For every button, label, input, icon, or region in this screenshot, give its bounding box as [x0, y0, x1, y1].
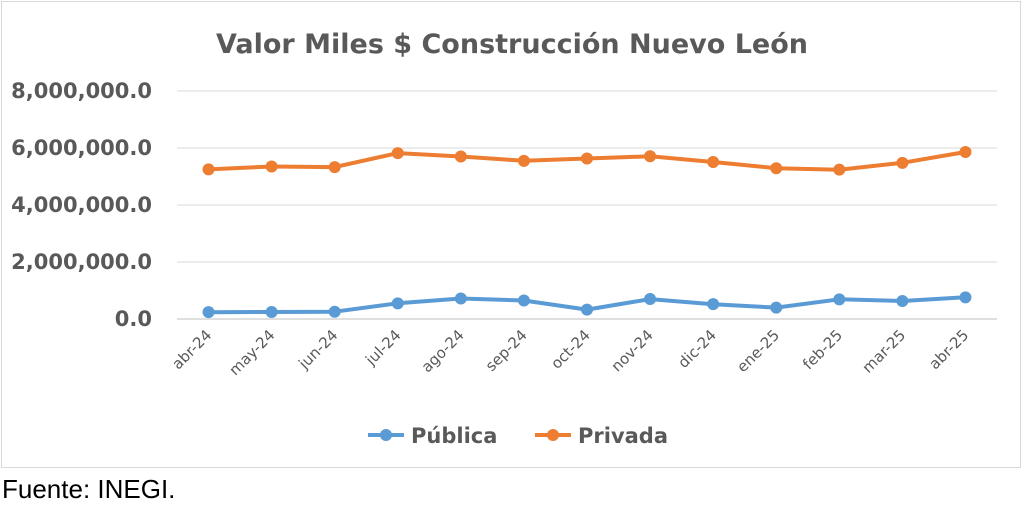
- series-publica-point: [454, 292, 467, 305]
- y-tick-label: 0.0: [115, 307, 152, 331]
- series-publica-point: [707, 298, 720, 311]
- x-axis-tick-labels: abr-24 may-24 jun-24 jul-24 ago-24 sep-24 oct-…: [168, 326, 972, 379]
- series-privada-point: [391, 147, 404, 160]
- legend-swatch-marker: [547, 429, 559, 441]
- x-tick-label: jul-24: [361, 326, 404, 369]
- series-privada-point: [896, 156, 909, 169]
- x-tick-label: oct-24: [547, 326, 594, 373]
- legend-item-privada: Privada: [535, 424, 668, 448]
- x-tick-label: dic-24: [674, 326, 720, 372]
- series-publica-point: [581, 303, 593, 316]
- y-tick-label: 6,000,000.0: [11, 136, 152, 160]
- series-privada-point: [517, 154, 530, 167]
- series-privada-point: [770, 162, 783, 175]
- chart-area: Valor Miles $ Construcción Nuevo León 0.…: [1, 1, 1021, 468]
- line-chart: Valor Miles $ Construcción Nuevo León 0.…: [11, 29, 997, 448]
- x-tick-label: abr-25: [925, 326, 972, 373]
- series-publica-point: [265, 306, 278, 319]
- y-axis-tick-labels: 0.0 2,000,000.0 4,000,000.0 6,000,000.0 8,00…: [11, 79, 152, 331]
- series-publica-point: [770, 301, 783, 314]
- legend-label: Pública: [411, 424, 497, 448]
- series-publica-point: [833, 293, 846, 306]
- series-publica-point: [517, 294, 530, 307]
- legend: Pública Privada: [368, 424, 668, 448]
- legend-swatch-marker: [380, 429, 392, 441]
- x-tick-label: sep-24: [482, 326, 531, 375]
- y-tick-label: 4,000,000.0: [11, 193, 152, 217]
- series-layer: [202, 145, 972, 319]
- series-publica-point: [959, 291, 972, 304]
- y-tick-label: 8,000,000.0: [11, 79, 152, 103]
- series-privada: [202, 145, 972, 176]
- series-privada-point: [581, 152, 593, 165]
- series-privada-point: [833, 163, 846, 176]
- series-publica-point: [391, 297, 404, 310]
- legend-item-publica: Pública: [368, 424, 497, 448]
- series-privada-point: [959, 145, 972, 158]
- series-publica-point: [896, 295, 909, 308]
- chart-title: Valor Miles $ Construcción Nuevo León: [216, 29, 808, 60]
- series-publica-point: [328, 305, 341, 318]
- y-tick-label: 2,000,000.0: [11, 250, 152, 274]
- x-tick-label: ago-24: [418, 326, 468, 376]
- gridlines: [177, 90, 997, 263]
- series-privada-point: [328, 161, 341, 174]
- series-publica-point: [644, 293, 657, 306]
- series-publica-point: [202, 306, 215, 319]
- series-publica: [202, 291, 972, 319]
- x-tick-label: feb-25: [799, 326, 846, 373]
- series-privada-point: [644, 150, 657, 163]
- source-note: Fuente: INEGI.: [2, 474, 176, 504]
- series-privada-point: [454, 150, 467, 163]
- x-tick-label: mar-25: [859, 326, 910, 377]
- series-privada-point: [202, 163, 215, 176]
- x-tick-label: nov-24: [608, 326, 657, 375]
- x-tick-label: may-24: [225, 326, 278, 379]
- series-privada-point: [265, 160, 278, 173]
- x-tick-label: jun-24: [294, 326, 341, 373]
- series-privada-point: [707, 155, 720, 168]
- x-tick-label: abr-24: [168, 326, 215, 373]
- x-tick-label: ene-25: [733, 326, 783, 376]
- legend-label: Privada: [578, 424, 668, 448]
